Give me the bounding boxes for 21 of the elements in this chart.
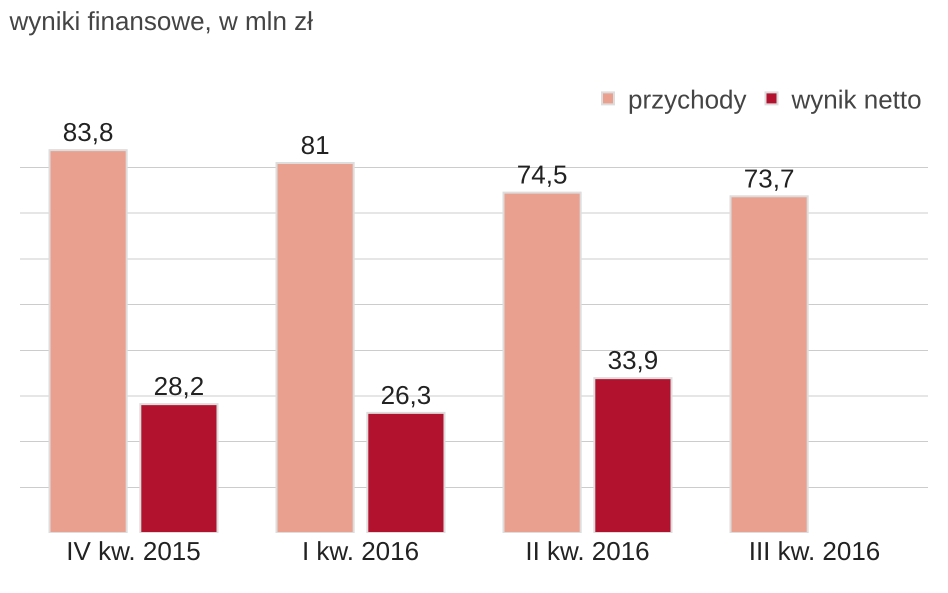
data-label: 83,8 [62,117,114,148]
chart-title: wyniki finansowe, w mln zł [8,6,314,36]
x-tick-label: II kw. 2016 [525,536,650,566]
data-label: 74,5 [516,160,568,190]
x-tick-label: III kw. 2016 [748,536,880,566]
x-tick-label: I kw. 2016 [302,536,420,566]
bar [366,412,446,533]
bar [593,377,672,533]
bar [48,149,128,533]
bar [502,192,582,533]
legend-label: przychody [628,84,746,114]
data-label: 28,2 [154,371,204,402]
bar [730,195,809,533]
data-label: 81 [300,130,330,160]
data-label: 73,7 [744,163,794,194]
legend-label: wynik netto [790,84,922,114]
bar [276,162,355,533]
bar [139,403,218,533]
data-label: 33,9 [608,345,658,376]
data-label: 26,3 [380,380,432,410]
x-tick-label: IV kw. 2015 [66,536,201,566]
